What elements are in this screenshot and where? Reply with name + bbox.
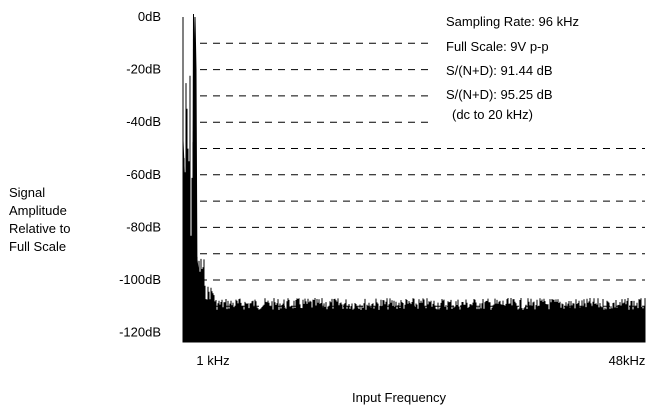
annotation-block: Sampling Rate: 96 kHz Full Scale: 9V p-p S… [446, 14, 579, 122]
y-tick-label: 0dB [138, 9, 161, 24]
y-tick-label: -100dB [119, 272, 161, 287]
series-line [182, 16, 646, 343]
y-axis-title: Signal Amplitude Relative to Full Scale [9, 185, 70, 254]
x-axis-title: Input Frequency [352, 390, 446, 405]
y-tick-label: -40dB [126, 114, 161, 129]
x-tick-label: 48kHz [609, 353, 646, 368]
x-tick-labels: 1 kHz 48kHz [196, 353, 645, 368]
y-tick-label: -120dB [119, 325, 161, 340]
y-axis-title-line: Full Scale [9, 239, 66, 254]
y-tick-label: -20dB [126, 62, 161, 77]
annotation-text: S/(N+D): 95.25 dB [446, 87, 553, 102]
annotation-text: Full Scale: 9V p-p [446, 39, 549, 54]
annotation-text: S/(N+D): 91.44 dB [446, 63, 553, 78]
x-tick-label: 1 kHz [196, 353, 229, 368]
y-tick-label: -60dB [126, 167, 161, 182]
y-tick-label: -80dB [126, 219, 161, 234]
annotation-text: Sampling Rate: 96 kHz [446, 14, 579, 29]
y-axis-title-line: Amplitude [9, 203, 67, 218]
grid-lines [200, 42, 645, 334]
noise-floor [183, 14, 646, 342]
y-tick-labels: 0dB -20dB -40dB -60dB -80dB -100dB -120dB [119, 9, 161, 340]
y-axis-title-line: Relative to [9, 221, 70, 236]
y-axis-title-line: Signal [9, 185, 45, 200]
noise-texture [183, 75, 646, 342]
annotation-text: (dc to 20 kHz) [452, 107, 533, 122]
